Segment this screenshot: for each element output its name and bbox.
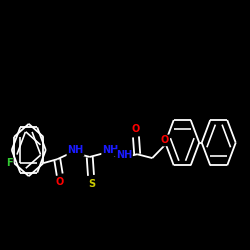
Text: O: O [56,177,64,187]
Text: NH: NH [116,150,132,160]
Text: F: F [6,158,13,168]
Text: S: S [88,179,95,189]
Text: O: O [132,124,140,134]
Text: NH: NH [67,146,84,156]
Text: NH: NH [102,146,118,156]
Text: O: O [161,136,169,145]
